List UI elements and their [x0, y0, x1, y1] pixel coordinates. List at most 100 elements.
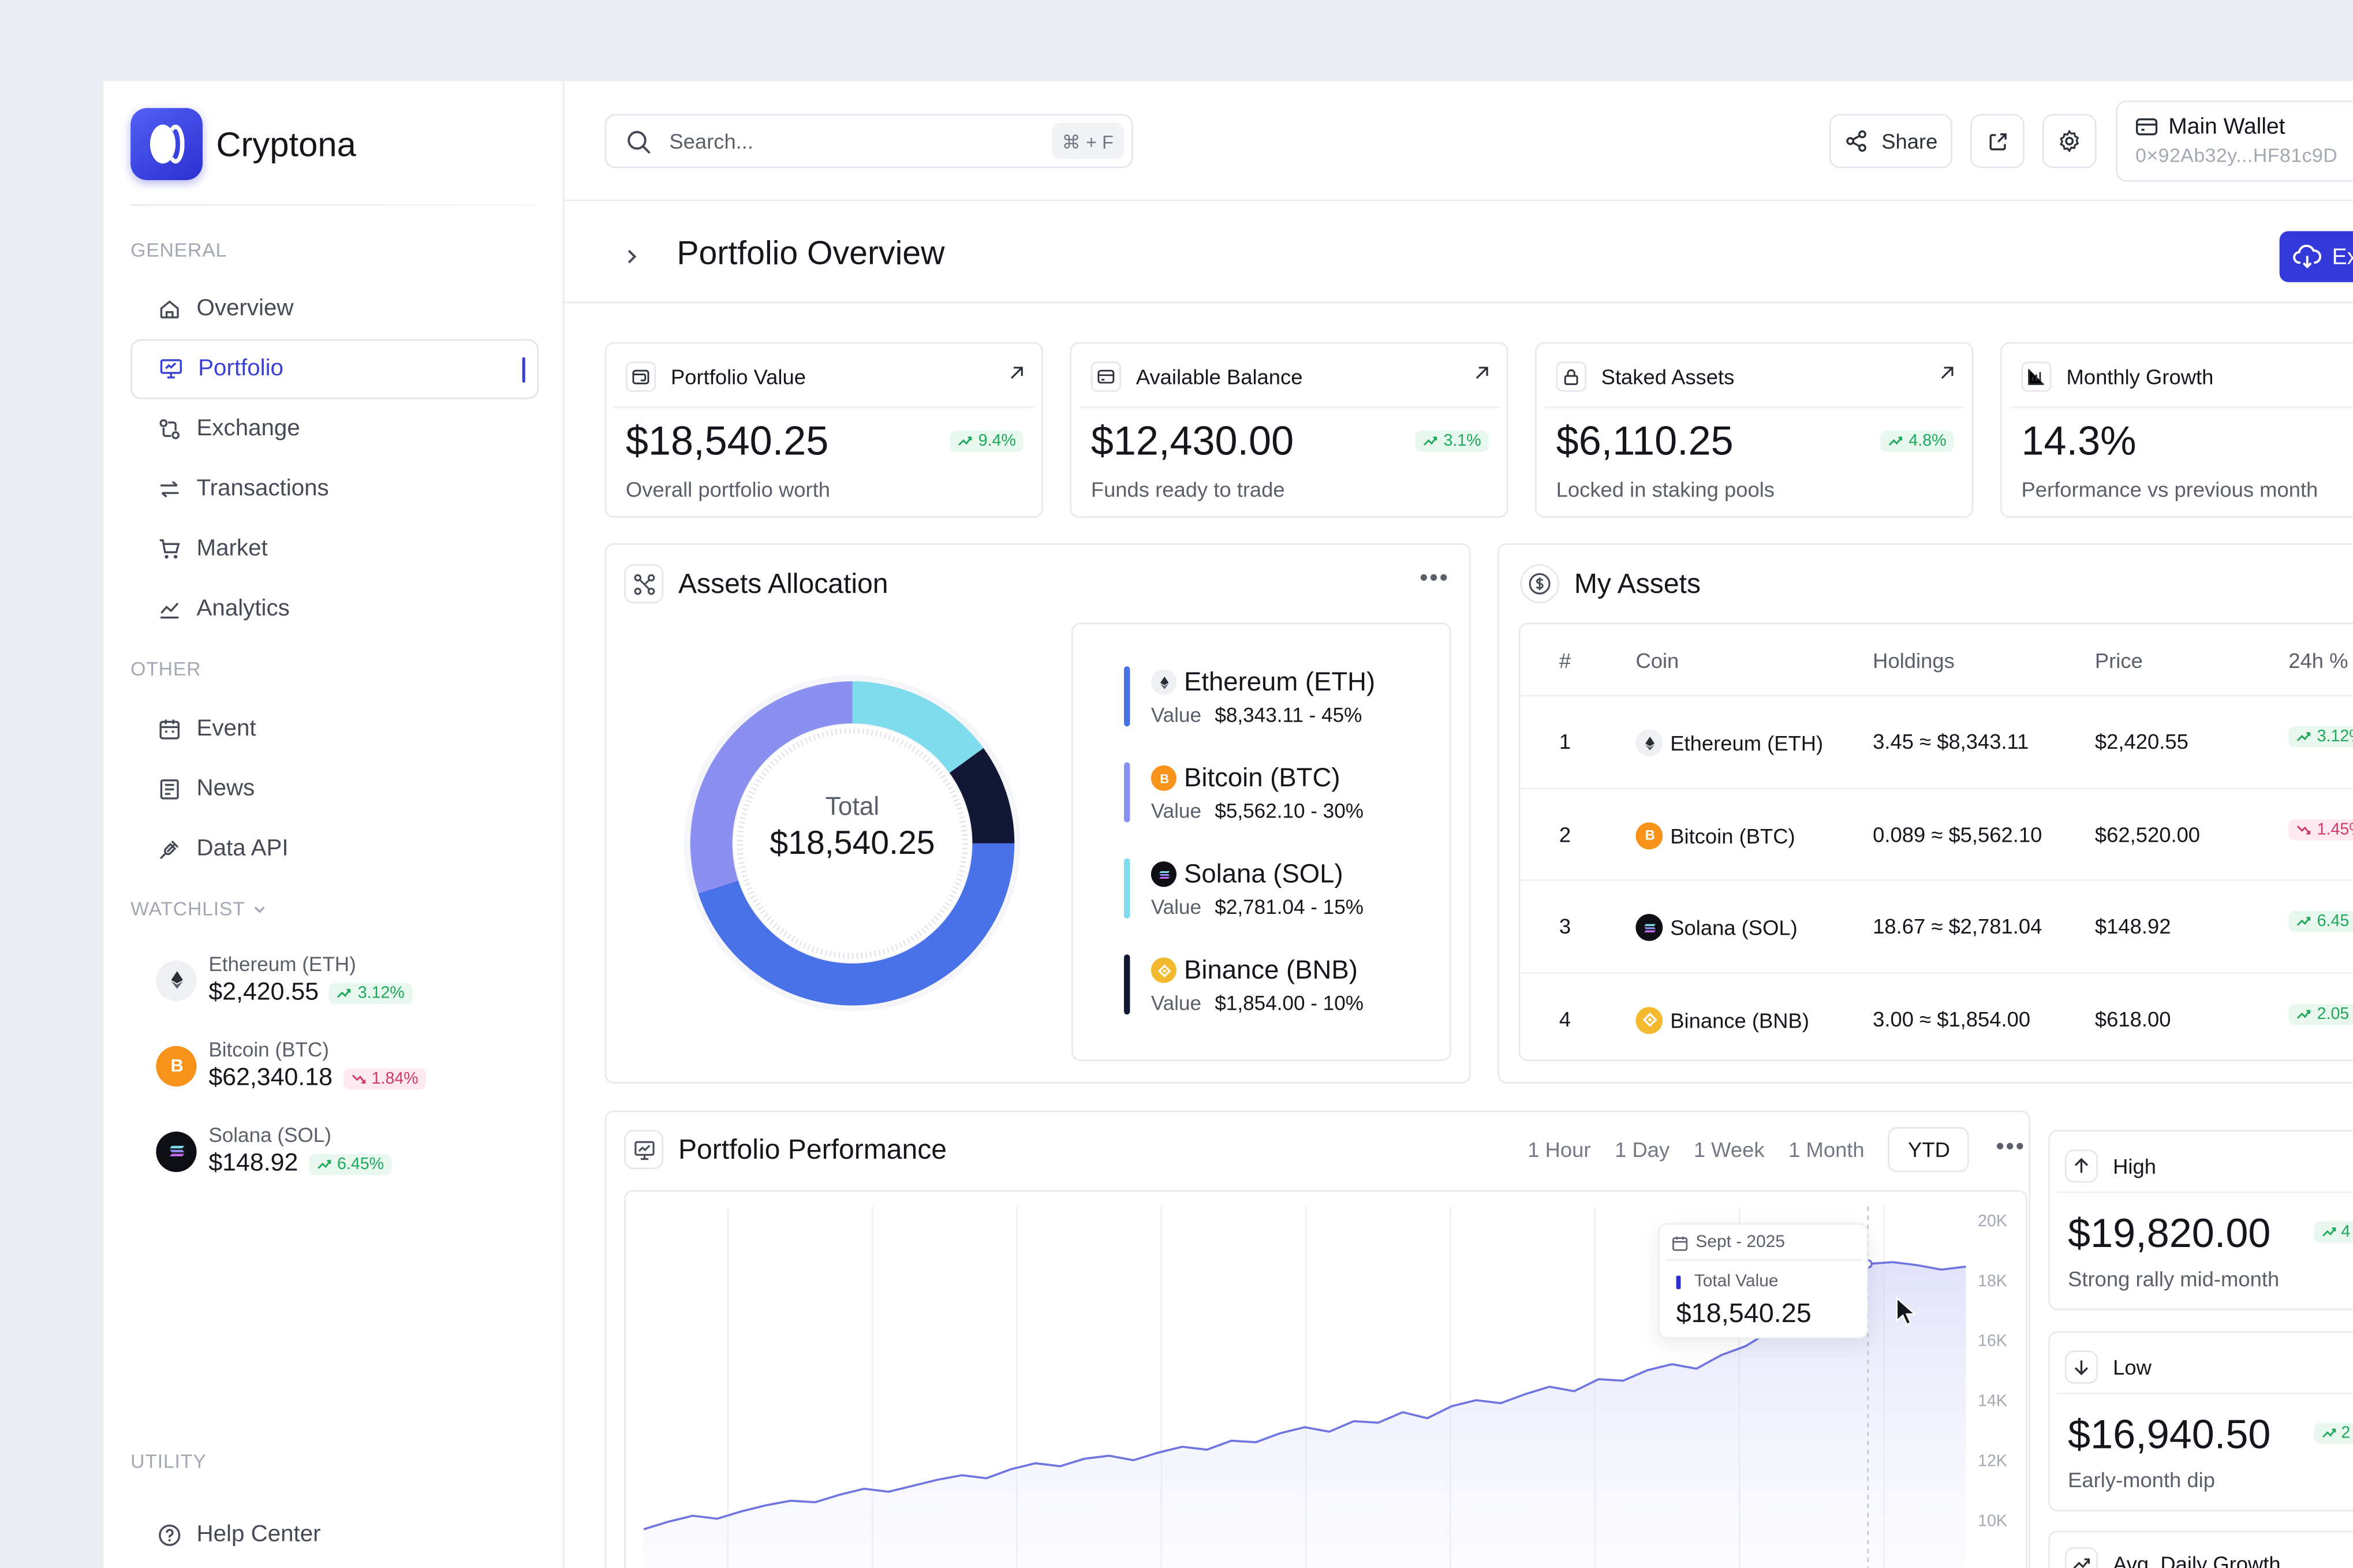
export-button[interactable]: Ex — [2279, 231, 2353, 282]
sidebar-item-portfolio[interactable]: Portfolio — [130, 339, 539, 400]
sidebar-item-overview[interactable]: Overview — [130, 279, 539, 339]
table-row[interactable]: 4 Binance (BNB) 3.00 ≈ $1,854.00 $618.00 2.0… — [1520, 972, 2353, 1059]
watchlist-toggle[interactable]: WATCHLIST — [130, 898, 268, 920]
stat-value: $12,430.00 — [1090, 419, 1294, 464]
section-label-other: OTHER — [130, 657, 201, 680]
sidebar-item-analytics[interactable]: Analytics — [130, 579, 539, 639]
sidebar-item-data-api[interactable]: Data API — [130, 819, 539, 879]
cell-price: $62,520.00 — [2094, 822, 2201, 846]
tab-1-day[interactable]: 1 Day — [1615, 1137, 1670, 1162]
stat-card-monthly-growth[interactable]: Monthly Growth 14.3% Performance vs previo… — [2000, 342, 2353, 518]
chart-tooltip: Sept - 2025 Total Value $18,540.25 — [1658, 1223, 1869, 1339]
watchlist-item[interactable]: B Bitcoin (BTC) $62,340.18 1.84% — [156, 1039, 426, 1093]
donut-slice-bitcoin-btc[interactable] — [690, 681, 853, 894]
sidebar: Cryptona GENERAL Overview Portfolio Exchan… — [103, 81, 565, 1568]
bitcoin-icon: B — [156, 1045, 197, 1086]
stat-card-staked-assets[interactable]: Staked Assets $6,110.25 Locked in staking … — [1535, 342, 1974, 518]
change-value: 4.8% — [1908, 432, 1947, 450]
tab-1-hour[interactable]: 1 Hour — [1527, 1137, 1591, 1162]
legend-name-row: B Bitcoin (BTC) — [1151, 763, 1364, 794]
sidebar-item-news[interactable]: News — [130, 759, 539, 819]
divider — [130, 204, 536, 206]
more-options-button[interactable]: ••• — [1996, 1134, 2026, 1160]
watchlist-item[interactable]: Ethereum (ETH) $2,420.55 3.12% — [156, 953, 412, 1007]
legend-swatch — [1124, 954, 1130, 1015]
chevron-down-icon — [255, 905, 266, 913]
donut-total-label: Total — [825, 792, 880, 821]
stat-title: Monthly Growth — [2066, 364, 2214, 389]
presentation-chart-icon — [624, 1130, 663, 1170]
search-icon — [628, 130, 651, 153]
divider — [1079, 406, 1499, 409]
tab-1-month[interactable]: 1 Month — [1788, 1137, 1865, 1162]
chevron-right-icon[interactable] — [621, 246, 642, 267]
tab-1-week[interactable]: 1 Week — [1693, 1137, 1765, 1162]
allocation-donut — [684, 675, 1021, 1012]
arrow-up-right-icon[interactable] — [1939, 365, 1956, 382]
sidebar-item-transactions[interactable]: Transactions — [130, 459, 539, 519]
trend-down-icon — [2296, 824, 2311, 834]
table-row[interactable]: 1 Ethereum (ETH) 3.45 ≈ $8,343.11 $2,420.55… — [1520, 695, 2353, 787]
share-button[interactable]: Share — [1829, 114, 1952, 169]
bitcoin-icon: B — [1151, 765, 1177, 791]
external-link-button[interactable] — [1970, 114, 2025, 169]
change-badge: 1.45% — [2288, 819, 2353, 840]
search-shortcut: ⌘ + F — [1051, 123, 1125, 159]
donut-slice-ethereum-eth[interactable] — [698, 843, 1015, 1006]
arrow-up-right-icon[interactable] — [1474, 365, 1491, 382]
change-badge: 3.12% — [2288, 726, 2353, 748]
legend-item[interactable]: B Bitcoin (BTC) Value $5,562.10 - 30% — [1124, 762, 1364, 823]
trend-up-icon — [317, 1159, 331, 1168]
sidebar-item-help-center[interactable]: Help Center — [130, 1505, 539, 1565]
card-icon — [1090, 361, 1121, 392]
legend-swatch — [1124, 858, 1130, 919]
watchlist-item[interactable]: Solana (SOL) $148.92 6.45% — [156, 1124, 392, 1178]
search-input[interactable]: Search... ⌘ + F — [604, 114, 1133, 169]
stat-card-available-balance[interactable]: Available Balance $12,430.00 Funds ready t… — [1070, 342, 1508, 518]
stat-card-portfolio-value[interactable]: Portfolio Value $18,540.25 Overall portfol… — [604, 342, 1043, 518]
legend-value-label: Value — [1151, 992, 1201, 1015]
svg-text:B: B — [1159, 771, 1168, 785]
allocation-icon — [624, 564, 663, 603]
area-fill — [644, 1262, 1966, 1568]
donut-slice-solana-sol[interactable] — [852, 681, 984, 773]
series-line[interactable] — [643, 1261, 1966, 1530]
table-row[interactable]: 2 B Bitcoin (BTC) 0.089 ≈ $5,562.10 $62,520.… — [1520, 787, 2353, 879]
legend-swatch — [1124, 762, 1130, 823]
change-value: 2.05 — [2317, 1005, 2350, 1023]
sidebar-item-event[interactable]: Event — [130, 699, 539, 759]
wallet-selector[interactable]: Main Wallet 0×92Ab32y...HF81c9D — [2116, 100, 2353, 182]
coin-name: Binance (BNB) — [1670, 1007, 1809, 1032]
sidebar-item-exchange[interactable]: Exchange — [130, 399, 539, 459]
arrow-down-icon — [2064, 1350, 2098, 1384]
brand[interactable]: Cryptona — [130, 108, 356, 180]
legend-item[interactable]: Ethereum (ETH) Value $8,343.11 - 45% — [1124, 666, 1375, 727]
sidebar-item-market[interactable]: Market — [130, 519, 539, 579]
timeframe-tabs: 1 Hour 1 Day 1 Week 1 Month YTD — [1527, 1126, 1970, 1174]
cell-coin: Binance (BNB) — [1635, 1006, 1809, 1033]
tab-ytd[interactable]: YTD — [1888, 1127, 1970, 1173]
arrow-up-right-icon[interactable] — [1009, 365, 1025, 382]
legend-item[interactable]: Binance (BNB) Value $1,854.00 - 10% — [1124, 954, 1364, 1015]
donut-slice-binance-bnb[interactable] — [949, 748, 1015, 843]
cloud-download-icon — [2293, 244, 2322, 268]
change-value: 3.12% — [2317, 727, 2353, 746]
legend-name-row: Ethereum (ETH) — [1151, 666, 1375, 698]
watchlist-price: $62,340.18 — [208, 1064, 333, 1091]
more-options-button[interactable]: ••• — [1420, 566, 1450, 592]
change-value: 6.45% — [337, 1155, 384, 1173]
table-row[interactable]: 3 Solana (SOL) 18.67 ≈ $2,781.04 $148.92 6.4… — [1520, 879, 2353, 971]
brand-name: Cryptona — [216, 124, 356, 163]
change-badge: 2.05 — [2288, 1003, 2353, 1025]
presentation-icon — [159, 357, 184, 382]
ethereum-icon — [156, 960, 197, 1000]
settings-button[interactable] — [2042, 114, 2097, 169]
sidebar-item-label: Market — [196, 536, 268, 562]
trend-up-icon — [2322, 1227, 2336, 1237]
legend-item[interactable]: Solana (SOL) Value $2,781.04 - 15% — [1124, 858, 1364, 919]
cell-change: 6.45 — [2288, 910, 2353, 932]
binance-icon — [1151, 957, 1177, 983]
lock-icon — [1556, 361, 1586, 392]
column-header: Holdings — [1873, 648, 1955, 673]
